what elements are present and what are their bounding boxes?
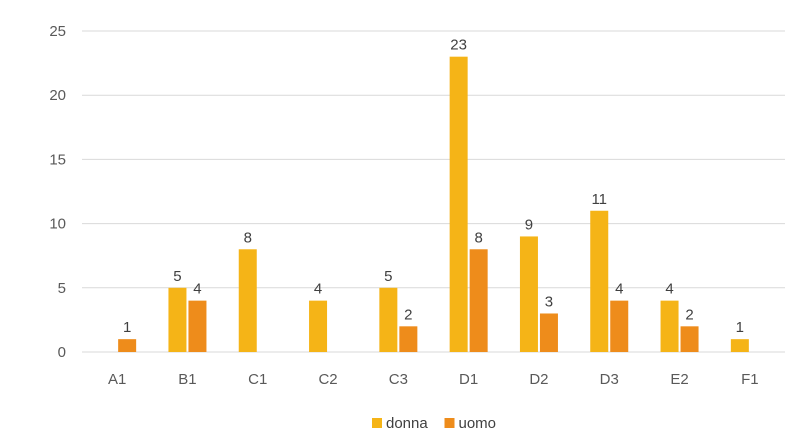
bar-donna-C1	[238, 249, 257, 352]
x-axis-tick-labels: A1 B1 C1 C2 C3 D1 D2 D3 E2 F1	[108, 371, 759, 388]
y-tick-label: 25	[49, 23, 66, 40]
data-label-uomo-D3: 4	[615, 281, 623, 298]
bar-uomo-E2	[680, 326, 699, 352]
bar-uomo-B1	[188, 300, 207, 352]
data-label-donna-B1: 5	[173, 268, 181, 285]
bar-donna-D2	[519, 236, 538, 352]
data-label-donna-C1: 8	[244, 229, 252, 246]
data-label-donna-C3: 5	[384, 268, 392, 285]
bar-donna-D1	[449, 56, 468, 353]
x-tick-label: A1	[108, 371, 126, 388]
legend-label-donna: donna	[386, 415, 428, 432]
data-label-donna-D3: 11	[591, 191, 607, 208]
x-tick-label: D1	[459, 371, 478, 388]
bar-uomo-C3	[399, 326, 418, 352]
x-tick-label: F1	[741, 371, 759, 388]
bar-uomo-D1	[469, 249, 488, 352]
data-label-donna-F1: 1	[736, 319, 744, 336]
data-label-uomo-D2: 3	[545, 293, 553, 310]
data-label-donna-D2: 9	[525, 216, 533, 233]
bar-donna-C3	[379, 287, 398, 352]
data-label-uomo-D1: 8	[474, 229, 482, 246]
legend: donna uomo	[372, 415, 496, 432]
bar-uomo-D2	[539, 313, 558, 352]
data-label-uomo-B1: 4	[193, 281, 201, 298]
bar-donna-D3	[590, 210, 609, 352]
bar-donna-C2	[309, 300, 328, 352]
y-tick-label: 5	[58, 280, 66, 297]
data-label-uomo-E2: 2	[685, 306, 693, 323]
y-tick-label: 20	[49, 87, 66, 104]
x-tick-label: E2	[670, 371, 688, 388]
gridlines	[82, 30, 785, 353]
x-tick-label: B1	[178, 371, 196, 388]
x-tick-label: C1	[248, 371, 267, 388]
legend-label-uomo: uomo	[459, 415, 497, 432]
bar-donna-F1	[730, 339, 749, 352]
y-tick-label: 10	[49, 216, 66, 233]
bar-donna-E2	[660, 300, 679, 352]
x-tick-label: D2	[529, 371, 548, 388]
data-label-donna-D1: 23	[450, 37, 467, 54]
legend-swatch-donna	[372, 418, 382, 428]
x-tick-label: D3	[600, 371, 619, 388]
legend-swatch-uomo	[444, 418, 455, 428]
bar-uomo-D3	[610, 300, 629, 352]
bar-uomo-A1	[118, 339, 137, 352]
data-label-uomo-A1: 1	[123, 319, 131, 336]
y-tick-label: 0	[58, 344, 66, 361]
bar-donna-B1	[168, 287, 187, 352]
data-label-uomo-C3: 2	[404, 306, 412, 323]
y-tick-label: 15	[49, 151, 66, 168]
data-label-donna-C2: 4	[314, 281, 322, 298]
y-axis-tick-labels: 0 5 10 15 20 25	[49, 23, 66, 361]
bars	[118, 56, 749, 353]
data-label-donna-E2: 4	[665, 281, 673, 298]
x-tick-label: C2	[318, 371, 337, 388]
x-tick-label: C3	[389, 371, 408, 388]
